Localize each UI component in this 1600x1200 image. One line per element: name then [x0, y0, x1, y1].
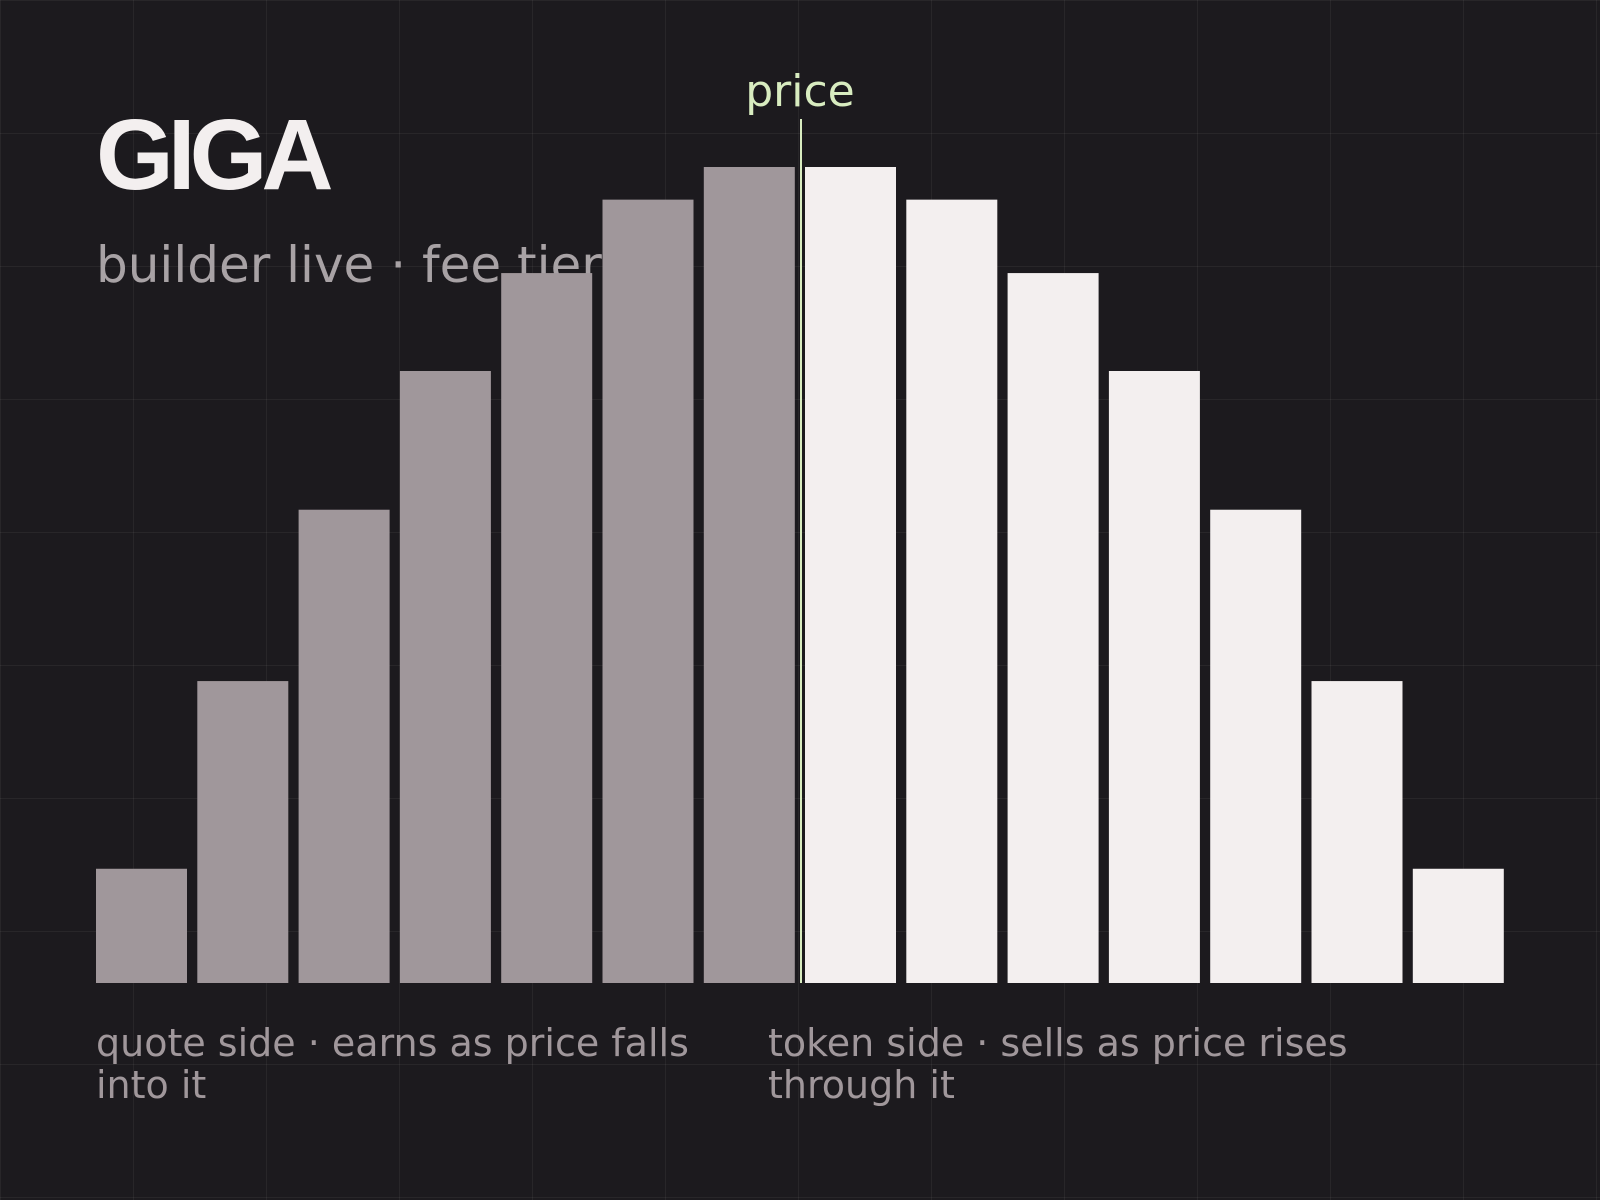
bar [805, 167, 896, 983]
bar [703, 167, 795, 983]
bar [906, 199, 998, 983]
chart-title: GIGA [96, 99, 331, 211]
bar [96, 868, 187, 983]
bar [1311, 681, 1403, 983]
bar [1210, 509, 1302, 983]
bar [1412, 868, 1504, 983]
bar [1007, 273, 1099, 984]
bar [602, 199, 694, 983]
bar [399, 371, 491, 983]
bar [197, 681, 289, 983]
bar [1108, 371, 1200, 983]
bar [298, 509, 390, 983]
legend-entry: quote side · earns as price falls into i… [96, 1021, 689, 1107]
price-label: price [745, 66, 855, 117]
bar [501, 273, 593, 984]
legend-entry: token side · sells as price rises throug… [768, 1021, 1348, 1107]
